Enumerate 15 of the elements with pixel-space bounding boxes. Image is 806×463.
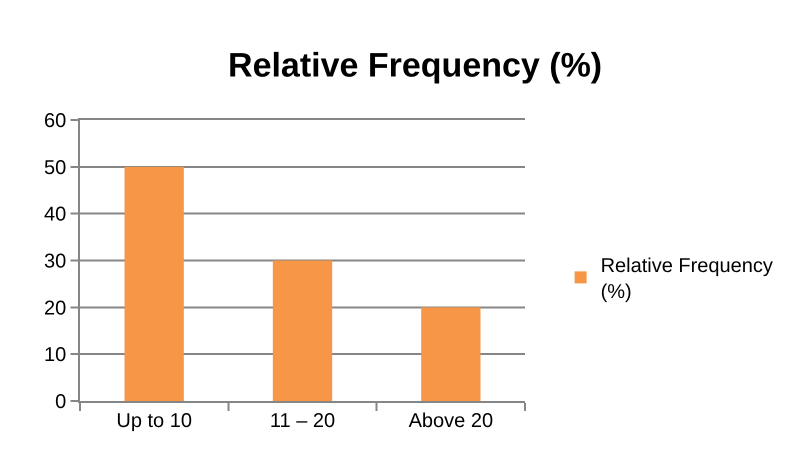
y-tick-label: 20 [44,297,66,320]
y-tick-label: 30 [44,250,66,272]
bar [421,307,480,401]
chart-title: Relative Frequency (%) [228,46,602,85]
bar [272,260,332,401]
y-tick-label: 40 [44,204,66,226]
bar [124,166,184,401]
y-tick-label: 50 [44,156,66,179]
y-tick-label: 10 [44,344,66,366]
x-tick-label: Up to 10 [116,410,192,432]
x-tick-label: Above 20 [408,410,494,432]
y-tick-label: 0 [55,391,66,413]
legend-label: Relative Frequency (%) [600,255,773,304]
y-tick-label: 60 [44,110,66,132]
x-tick-label: 11 – 20 [270,410,336,432]
